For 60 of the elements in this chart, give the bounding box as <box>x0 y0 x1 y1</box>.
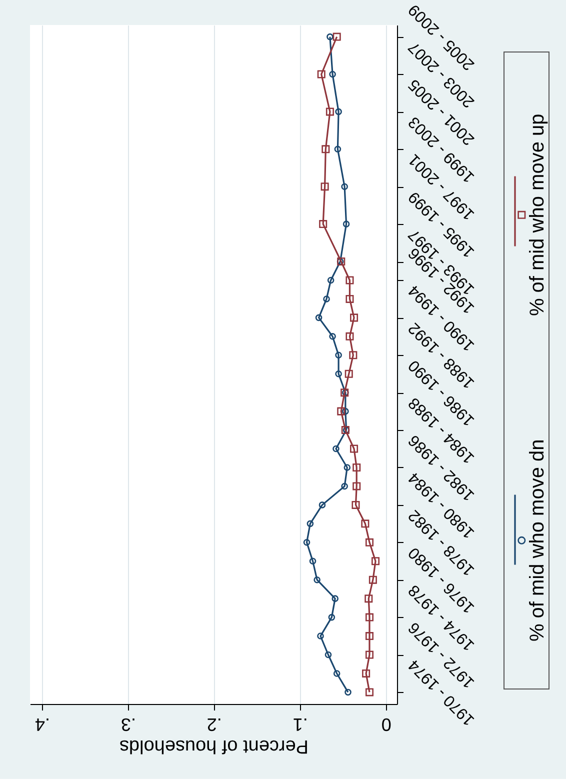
point <box>365 613 374 622</box>
point <box>329 70 336 78</box>
legend-label: % of mid who move up <box>526 114 549 316</box>
point <box>335 108 342 116</box>
point <box>368 576 377 584</box>
legend-label: % of mid who move dn <box>526 439 549 642</box>
point <box>350 444 358 453</box>
point <box>352 500 360 509</box>
point <box>303 539 310 546</box>
point <box>365 632 374 640</box>
point <box>306 520 314 528</box>
point <box>352 482 361 490</box>
point <box>341 482 348 490</box>
point <box>328 614 336 621</box>
point <box>361 520 370 528</box>
x-tick-label: .4 <box>35 714 50 734</box>
point <box>342 220 350 228</box>
point <box>372 557 380 566</box>
point <box>346 294 354 303</box>
x-tick-label: .2 <box>206 714 222 734</box>
point <box>337 407 346 416</box>
point <box>342 408 349 415</box>
point <box>318 502 326 508</box>
x-tick-label: 0 <box>381 714 392 734</box>
point <box>332 445 340 452</box>
point <box>344 370 353 378</box>
point <box>314 576 320 584</box>
point <box>346 276 354 284</box>
point <box>365 650 374 659</box>
point <box>323 296 330 302</box>
point <box>341 183 348 190</box>
point <box>322 145 330 154</box>
point <box>352 463 361 472</box>
point <box>309 558 316 565</box>
point <box>334 146 342 153</box>
point <box>364 594 373 603</box>
point <box>365 538 374 546</box>
point <box>365 688 374 696</box>
point <box>317 632 324 640</box>
x-axis-title: Percent of households <box>119 736 309 756</box>
point <box>324 651 332 658</box>
point <box>332 32 341 41</box>
point <box>346 332 354 340</box>
point <box>349 351 358 360</box>
point <box>332 595 339 602</box>
x-tick-label: .3 <box>120 714 136 734</box>
point <box>350 314 358 322</box>
point <box>319 220 328 228</box>
point <box>315 314 322 322</box>
point <box>335 370 342 378</box>
point <box>317 70 326 78</box>
point <box>335 352 342 359</box>
point <box>333 670 340 677</box>
x-tick-label: .1 <box>292 714 308 734</box>
point <box>320 182 329 191</box>
point <box>329 333 336 340</box>
point <box>327 276 334 284</box>
point <box>362 669 370 678</box>
point <box>344 464 351 471</box>
point <box>326 108 334 116</box>
